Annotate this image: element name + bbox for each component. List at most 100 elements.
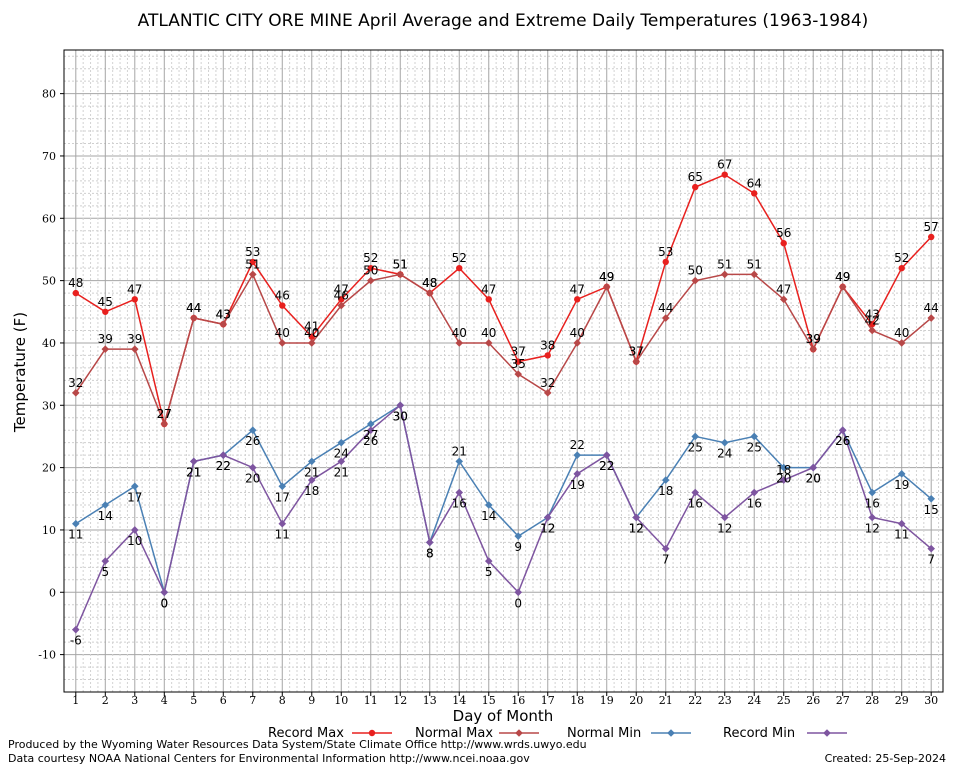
data-point	[219, 320, 228, 329]
data-point	[691, 488, 700, 497]
data-label: 43	[865, 307, 880, 321]
data-point	[750, 432, 759, 441]
data-label: 11	[894, 528, 909, 542]
data-label: 51	[717, 257, 732, 271]
data-label: 49	[835, 270, 850, 284]
legend-entry: Record Max	[268, 726, 392, 741]
data-label: 53	[245, 245, 260, 259]
data-point	[160, 420, 169, 428]
y-tick-label: 70	[42, 150, 56, 163]
data-point	[868, 326, 877, 335]
data-point	[573, 451, 582, 459]
x-tick-label: 6	[220, 694, 227, 707]
data-point	[248, 270, 257, 279]
data-point	[130, 526, 139, 534]
data-point	[337, 301, 346, 310]
data-point	[219, 451, 228, 459]
data-label: 47	[776, 282, 791, 296]
legend-entry: Normal Min	[567, 726, 691, 741]
data-point	[101, 345, 110, 353]
data-label: 49	[835, 270, 850, 284]
data-label: 8	[426, 546, 434, 560]
footer-data-courtesy: Data courtesy NOAA National Centers for …	[8, 752, 530, 765]
data-label: 0	[160, 596, 168, 610]
x-tick-label: 21	[659, 694, 673, 707]
data-label: 56	[776, 226, 791, 240]
data-label: 30	[393, 409, 408, 423]
data-label: 11	[68, 528, 83, 542]
data-point	[927, 494, 936, 503]
data-label: 47	[570, 282, 585, 296]
data-point	[71, 389, 80, 397]
data-label: 37	[629, 345, 644, 359]
data-label: 25	[747, 440, 762, 454]
data-label: 22	[216, 459, 231, 473]
data-label: 21	[334, 465, 349, 479]
data-label: 43	[216, 307, 231, 321]
data-point	[278, 519, 287, 528]
data-point	[897, 470, 906, 478]
data-point	[189, 457, 198, 466]
data-label: 49	[599, 270, 614, 284]
data-label: 32	[540, 376, 555, 390]
legend-marker	[823, 729, 831, 737]
data-label: 8	[426, 546, 434, 560]
data-point	[720, 270, 729, 279]
data-point	[279, 302, 286, 309]
grid	[64, 50, 943, 693]
data-label: 51	[393, 257, 408, 271]
data-label: -6	[70, 634, 82, 648]
data-point	[307, 339, 316, 347]
data-label: 20	[806, 472, 821, 486]
data-label: 0	[160, 596, 168, 610]
data-point	[484, 557, 493, 565]
y-tick-label: 80	[42, 88, 56, 101]
data-point	[691, 432, 700, 441]
data-label: 22	[570, 438, 585, 452]
data-point	[367, 264, 374, 272]
x-tick-label: 3	[131, 694, 138, 707]
data-label: 16	[452, 497, 467, 511]
x-tick-label: 11	[364, 694, 378, 707]
data-point	[632, 513, 641, 522]
data-point	[721, 171, 728, 178]
data-point	[485, 296, 492, 303]
data-point	[661, 544, 670, 553]
data-point	[720, 438, 729, 447]
data-label: 35	[511, 357, 526, 371]
data-point	[249, 258, 256, 266]
data-point	[396, 270, 405, 279]
data-label: 16	[865, 497, 880, 511]
data-point	[897, 519, 906, 528]
data-point	[130, 345, 139, 353]
data-label: 39	[127, 332, 142, 346]
data-label: 10	[127, 534, 142, 548]
data-point	[248, 463, 257, 472]
data-label: 21	[186, 465, 201, 479]
data-label: 41	[304, 320, 319, 334]
data-label: 39	[806, 332, 821, 346]
data-point	[574, 296, 581, 303]
data-point	[632, 357, 641, 366]
data-label: 47	[334, 282, 349, 296]
x-tick-label: 2	[102, 694, 109, 707]
data-label: 52	[363, 251, 378, 265]
data-label: 20	[776, 472, 791, 486]
data-point	[928, 233, 935, 241]
data-point	[514, 370, 523, 378]
y-tick-label: 0	[49, 586, 56, 599]
data-point	[455, 457, 464, 466]
data-label: 44	[924, 301, 939, 315]
data-point	[662, 258, 669, 266]
series-line	[75, 403, 932, 630]
data-point	[868, 513, 877, 522]
data-label: 12	[629, 521, 644, 535]
data-point	[514, 532, 523, 540]
x-tick-label: 15	[482, 694, 496, 707]
x-tick-label: 23	[718, 694, 732, 707]
data-point	[897, 339, 906, 347]
data-point	[720, 513, 729, 522]
data-label: 14	[481, 509, 496, 523]
data-label: 17	[127, 490, 142, 504]
